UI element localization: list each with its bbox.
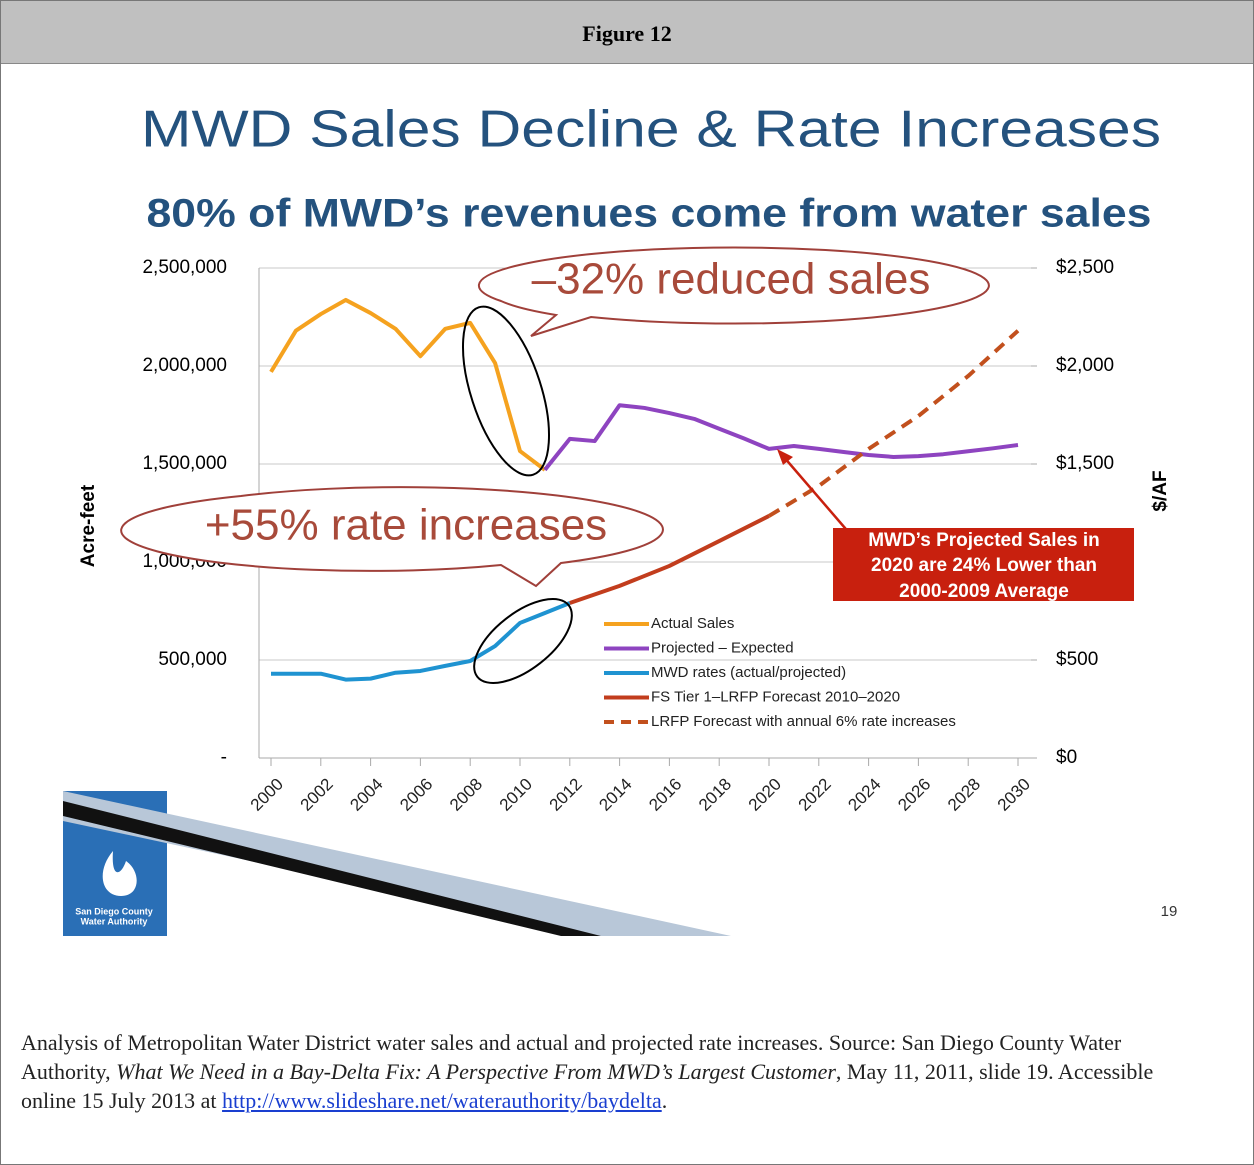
series-line [269,297,547,472]
legend-label: FS Tier 1–LRFP Forecast 2010–2020 [651,688,900,705]
x-tick-label: 2018 [695,775,735,815]
note-text: MWD’s Projected Sales in [868,530,1100,551]
series-line [767,329,1020,518]
logo-text: San Diego County [75,906,153,916]
legend-label: MWD rates (actual/projected) [651,664,846,681]
y-tick-label: 2,000,000 [142,355,227,376]
figure-title: Figure 12 [1,1,1253,64]
y-tick-label: 2,500,000 [142,257,227,278]
swoosh [63,791,731,936]
legend-label: Actual Sales [651,615,734,632]
x-tick-label: 2014 [595,775,635,815]
x-tick-label: 2006 [396,775,436,815]
y2-tick-label: $2,500 [1056,257,1114,278]
note-box [833,528,1134,601]
y2-tick-label: $500 [1056,649,1098,670]
x-tick-label: 2008 [446,775,486,815]
caption-link[interactable]: http://www.slideshare.net/waterauthority… [222,1088,662,1113]
y2-axis-label: $/AF [1150,470,1171,511]
highlight-ring [473,598,573,684]
y2-tick-label: $2,000 [1056,355,1114,376]
x-tick-label: 2012 [546,775,586,815]
note-text: 2020 are 24% Lower than [871,555,1097,576]
callout-text: +55% rate increases [205,501,607,550]
y-tick-label: - [221,747,227,768]
x-tick-label: 2000 [247,775,287,815]
callout-text: –32% reduced sales [532,255,931,304]
slide: San Diego County Water Authority 19 MWD … [63,101,1178,936]
x-tick-label: 2020 [745,775,785,815]
x-tick-label: 2022 [795,775,835,815]
logo-text: Water Authority [81,916,148,926]
y2-tick-label: $1,500 [1056,453,1114,474]
caption-italic: What We Need in a Bay-Delta Fix: A Persp… [116,1059,836,1084]
x-tick-label: 2030 [994,775,1034,815]
annotations: –32% reduced sales +55% rate increases M… [120,246,1134,684]
logo-icon [102,851,137,896]
series-line [271,601,571,682]
x-tick-label: 2024 [844,775,884,815]
swoosh [63,801,601,936]
y2-tick-label: $0 [1056,747,1077,768]
arrow [782,455,852,536]
y-tick-label: 1,500,000 [142,453,227,474]
callout-shape [477,246,990,337]
x-tick-label: 2028 [944,775,984,815]
series-line [569,514,770,605]
chart-subtitle: 80% of MWD’s revenues come from water sa… [147,192,1152,236]
x-tick-label: 2026 [894,775,934,815]
callout-shape [120,486,664,588]
legend-label: LRFP Forecast with annual 6% rate increa… [651,713,956,730]
slide-number: 19 [1161,903,1178,920]
legend-label: Projected – Expected [651,639,794,656]
series-line [543,403,1019,472]
x-tick-label: 2002 [297,775,337,815]
y-axis-label: Acre-feet [78,484,99,567]
x-tick-label: 2016 [645,775,685,815]
x-tick-label: 2004 [346,775,386,815]
y-tick-label: 500,000 [158,649,227,670]
caption: Analysis of Metropolitan Water District … [21,1028,1201,1115]
highlight-ring [462,305,550,477]
x-tick-label: 2010 [496,775,536,815]
chart-title: MWD Sales Decline & Rate Increases [141,101,1161,159]
caption-text: Analysis of Metropolitan Water District … [21,1030,1122,1084]
caption-text: . [661,1088,668,1113]
note-text: 2000-2009 Average [899,581,1069,602]
arrow-head [777,449,793,465]
caption-text: , May 11, 2011, slide 19. Accessible onl… [21,1059,1154,1113]
